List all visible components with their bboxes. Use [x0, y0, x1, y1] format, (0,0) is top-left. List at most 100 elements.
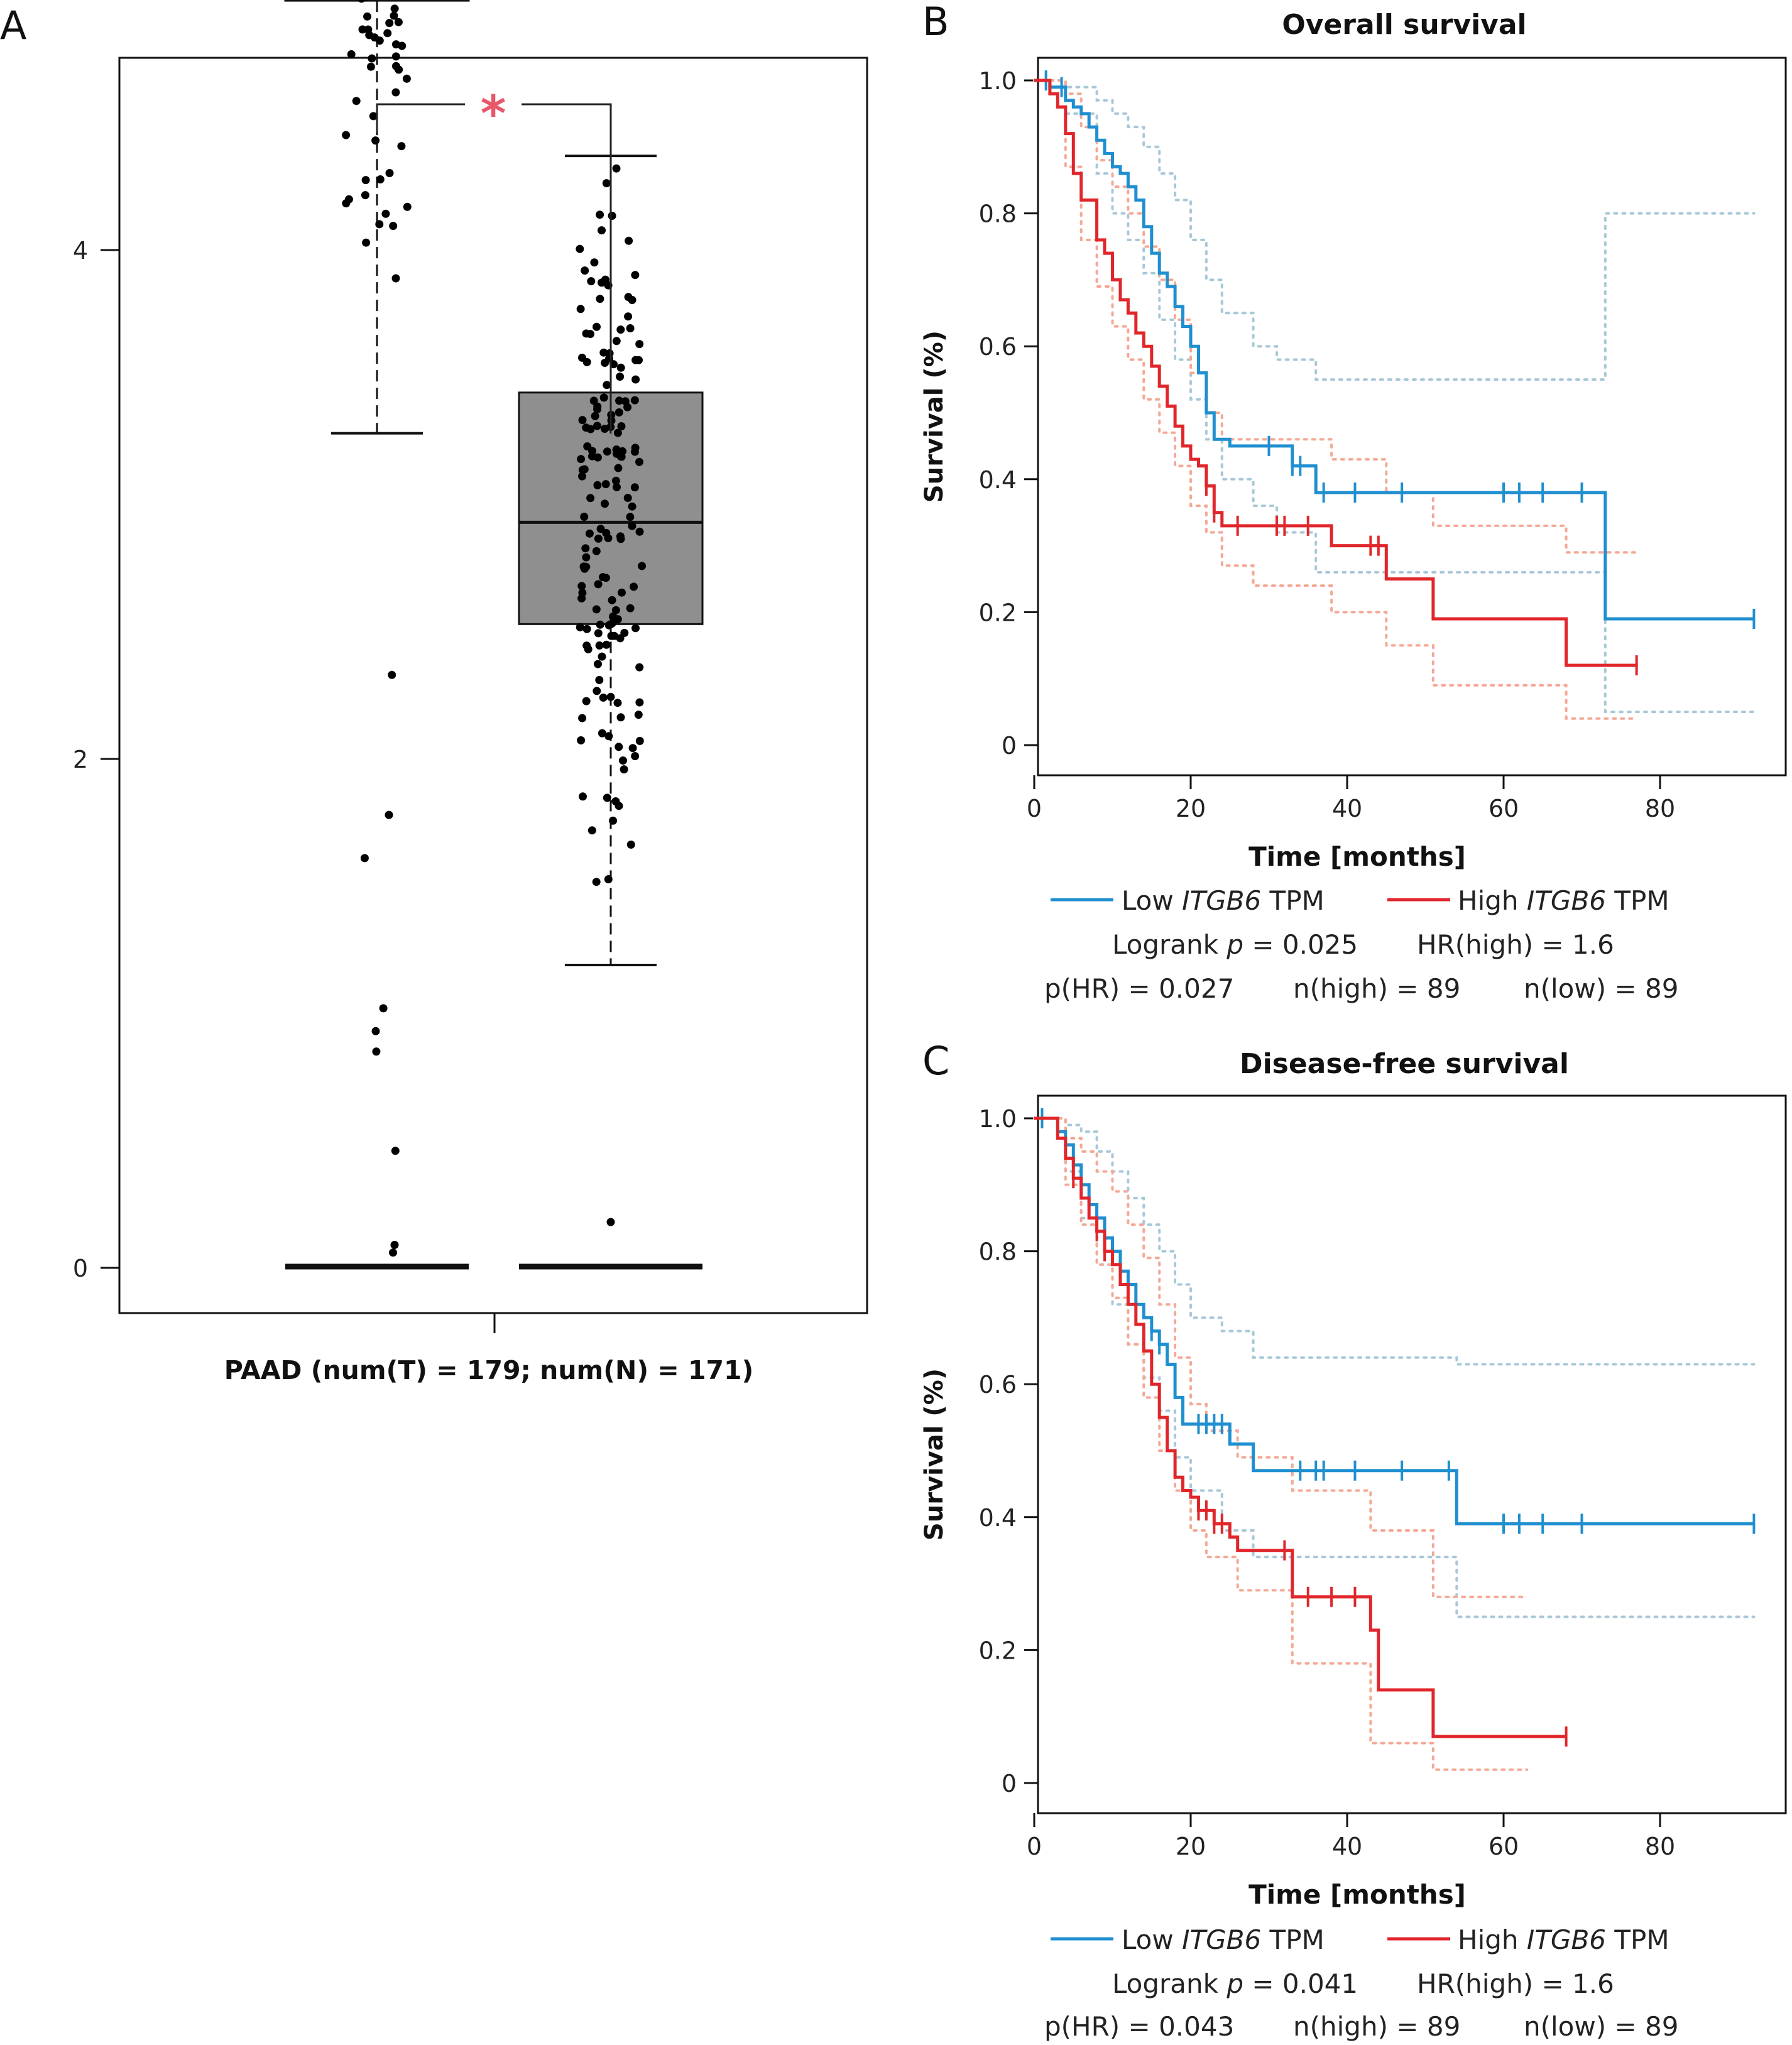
data-point — [600, 425, 609, 433]
data-point — [596, 295, 604, 303]
data-point — [584, 645, 593, 653]
data-point — [615, 743, 623, 751]
data-point — [576, 305, 585, 314]
data-point — [578, 353, 586, 362]
data-point — [611, 606, 620, 614]
panel-b-plot-frame — [1037, 57, 1787, 777]
panel-c-plot-frame — [1037, 1094, 1787, 1814]
data-point — [598, 729, 606, 738]
data-point — [612, 445, 621, 454]
data-point — [626, 324, 635, 332]
data-point — [598, 652, 606, 661]
data-point — [578, 714, 587, 723]
data-point — [599, 393, 608, 402]
data-point — [577, 594, 586, 603]
data-point — [635, 527, 644, 536]
data-point — [582, 553, 591, 562]
panel-c-ci-band-4 — [1033, 1117, 1529, 1598]
panel-c-ci-band-3 — [1033, 1117, 1756, 1618]
outlier-point-0-3 — [385, 810, 393, 819]
data-point — [635, 736, 644, 745]
data-point — [389, 222, 398, 231]
panel-c-logrank: Logrank p = 0.041 — [1112, 1968, 1358, 1999]
panel-a-jitter-points — [342, 0, 647, 1257]
panel-c-x-tick-label-1: 20 — [1176, 1833, 1206, 1860]
data-point — [577, 455, 586, 464]
data-point — [594, 660, 602, 668]
data-point — [581, 544, 590, 553]
panel-b-y-tick-label-3: 0.6 — [979, 333, 1017, 361]
data-point — [395, 65, 403, 74]
data-point — [585, 529, 594, 538]
data-point — [596, 525, 605, 533]
data-point — [594, 629, 603, 638]
data-point — [608, 596, 616, 604]
panel-c: C Disease-free survival 0 20 40 60 80 0 0.2 0.4… — [920, 1038, 1787, 2042]
data-point — [623, 494, 632, 502]
data-point — [344, 195, 353, 204]
data-point — [626, 513, 635, 521]
data-point — [628, 502, 636, 511]
panel-b: B Overall survival 0 20 40 60 80 0 0.2 0.4 0.6 0.… — [920, 0, 1787, 1004]
data-point — [342, 131, 351, 139]
data-point — [364, 25, 373, 34]
outlier-point-0-10 — [389, 1248, 397, 1257]
panel-a-y-axis: 02468 — [73, 237, 119, 1282]
data-point — [617, 422, 626, 430]
panel-label-c: C — [922, 1038, 949, 1084]
data-point — [595, 641, 604, 650]
panel-c-legend-high: High ITGB6 TPM — [1458, 1924, 1669, 1955]
data-point — [403, 202, 412, 211]
data-point — [596, 620, 604, 629]
outlier-point-0-8 — [391, 1147, 400, 1155]
data-point — [635, 340, 644, 349]
panel-c-x-tick-label-4: 80 — [1645, 1833, 1675, 1860]
data-point — [630, 396, 639, 405]
data-point — [586, 330, 594, 339]
data-point — [371, 136, 380, 145]
data-point — [612, 164, 621, 173]
data-point — [596, 210, 604, 219]
panel-b-x-tick-label-2: 40 — [1332, 795, 1362, 822]
panel-c-y-tick-label-1: 0.2 — [979, 1637, 1017, 1664]
data-point — [576, 244, 584, 253]
data-point — [610, 631, 619, 640]
outlier-point-0-9 — [390, 1241, 399, 1249]
outlier-point-0-5 — [379, 1004, 388, 1013]
panel-b-logrank: Logrank p = 0.025 — [1112, 929, 1358, 960]
data-point — [593, 687, 601, 695]
data-point — [631, 752, 640, 760]
panel-b-title: Overall survival — [1282, 9, 1526, 41]
data-point — [385, 19, 394, 28]
data-point — [394, 18, 403, 26]
data-point — [635, 356, 643, 364]
data-point — [615, 802, 623, 810]
panel-c-y-tick-label-5: 1.0 — [979, 1105, 1017, 1133]
panel-c-legend-low: Low ITGB6 TPM — [1122, 1924, 1325, 1955]
data-point — [592, 547, 601, 555]
data-point — [579, 792, 587, 801]
panel-b-n-high: n(high) = 89 — [1293, 973, 1460, 1004]
data-point — [598, 278, 606, 287]
panel-b-y-tick-label-2: 0.4 — [979, 466, 1017, 494]
data-point — [635, 457, 643, 466]
panel-a-x-label: PAAD (num(T) = 179; num(N) = 171) — [224, 1355, 754, 1385]
data-point — [616, 363, 625, 372]
data-point — [615, 408, 623, 417]
panel-c-stats: Logrank p = 0.041 HR(high) = 1.6 p(HR) =… — [1044, 1968, 1678, 2042]
panel-b-x-tick-label-0: 0 — [1027, 795, 1042, 822]
panel-c-y-label: Survival (%) — [920, 1368, 949, 1541]
data-point — [603, 381, 611, 390]
panel-b-legend: Low ITGB6 TPM High ITGB6 TPM — [1051, 885, 1669, 916]
box-0 — [284, 0, 470, 2]
data-point — [606, 692, 615, 701]
panel-c-x-tick-label-3: 60 — [1489, 1833, 1519, 1860]
data-point — [593, 481, 602, 489]
data-point — [391, 52, 400, 61]
data-point — [602, 640, 611, 649]
panel-c-ci-band-2 — [1033, 1117, 1756, 1366]
data-point — [602, 179, 611, 188]
data-point — [635, 663, 644, 672]
data-point — [630, 582, 638, 591]
data-point — [391, 88, 400, 97]
